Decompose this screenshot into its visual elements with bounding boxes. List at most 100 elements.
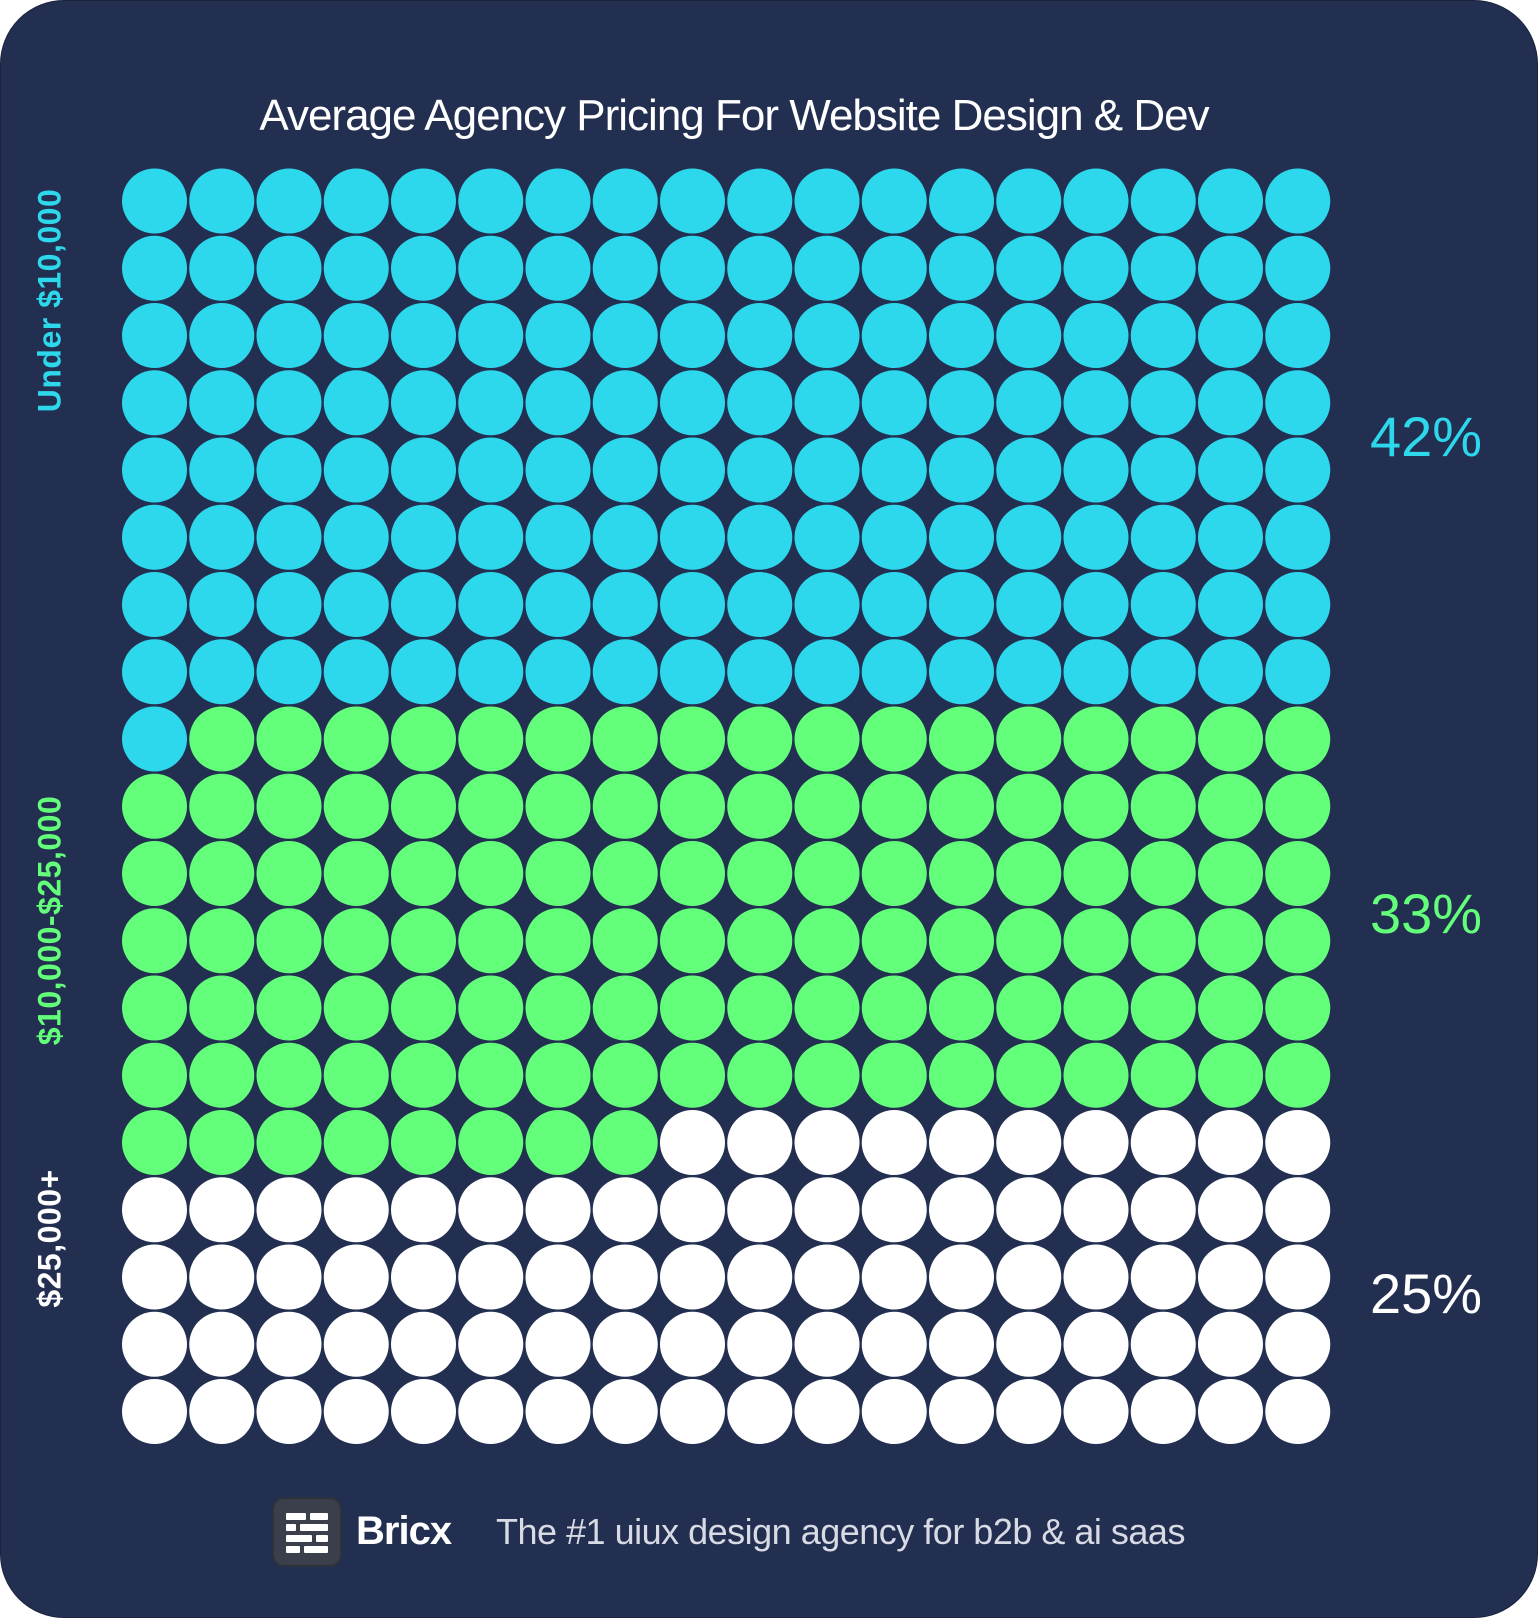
waffle-dot-series-1 xyxy=(1198,908,1263,974)
waffle-dot-series-2 xyxy=(1063,1110,1129,1175)
bricx-logo-icon[interactable] xyxy=(272,1497,342,1567)
waffle-dot-series-1 xyxy=(861,975,927,1041)
waffle-dot-series-0 xyxy=(1198,437,1263,503)
waffle-dot-series-0 xyxy=(794,303,860,368)
waffle-dot-series-0 xyxy=(391,572,456,637)
waffle-dot-series-1 xyxy=(592,975,658,1041)
waffle-dot-series-2 xyxy=(1130,1379,1196,1444)
waffle-dot-series-1 xyxy=(794,908,860,974)
waffle-dot-series-0 xyxy=(458,572,524,637)
waffle-dot-series-0 xyxy=(122,572,187,637)
waffle-dot-series-2 xyxy=(794,1110,860,1175)
waffle-dot-series-1 xyxy=(189,975,255,1041)
waffle-dot-series-0 xyxy=(727,437,793,503)
waffle-dot-series-1 xyxy=(458,706,524,772)
waffle-dot-series-1 xyxy=(1198,841,1263,906)
waffle-dot-series-2 xyxy=(323,1311,389,1377)
waffle-dot-series-0 xyxy=(458,504,524,570)
waffle-dot-series-2 xyxy=(794,1244,860,1310)
waffle-dot-series-1 xyxy=(256,908,322,974)
waffle-dot-series-0 xyxy=(189,235,255,301)
waffle-dot-series-2 xyxy=(189,1311,255,1377)
waffle-dot-series-1 xyxy=(458,1042,524,1108)
waffle-dot-series-2 xyxy=(1063,1244,1129,1310)
waffle-dot-series-0 xyxy=(996,572,1062,637)
waffle-dot-series-0 xyxy=(525,370,591,436)
waffle-dot-series-1 xyxy=(122,908,187,974)
waffle-dot-series-2 xyxy=(929,1244,994,1310)
waffle-dot-series-1 xyxy=(256,773,322,839)
waffle-dot-series-1 xyxy=(189,773,255,839)
waffle-dot-series-0 xyxy=(592,303,658,368)
waffle-dot-series-0 xyxy=(1063,235,1129,301)
waffle-dot-series-2 xyxy=(189,1379,255,1444)
waffle-dot-series-0 xyxy=(1198,639,1263,705)
waffle-dot-series-1 xyxy=(1265,975,1331,1041)
waffle-dot-series-2 xyxy=(122,1379,187,1444)
waffle-dot-series-0 xyxy=(1265,504,1331,570)
waffle-dot-series-1 xyxy=(1198,1042,1263,1108)
waffle-dot-series-1 xyxy=(660,841,725,906)
waffle-dot-series-0 xyxy=(660,303,725,368)
waffle-dot-series-1 xyxy=(929,1042,994,1108)
waffle-dot-series-2 xyxy=(323,1177,389,1243)
waffle-dot-series-2 xyxy=(458,1244,524,1310)
category-label-10000-25000: $10,000-$25,000 xyxy=(31,795,68,1045)
waffle-dot-series-1 xyxy=(391,1110,456,1175)
waffle-dot-series-1 xyxy=(458,841,524,906)
waffle-dot-series-0 xyxy=(122,639,187,705)
waffle-dot-series-2 xyxy=(929,1110,994,1175)
waffle-dot-series-0 xyxy=(996,504,1062,570)
waffle-dot-series-1 xyxy=(1130,908,1196,974)
waffle-dot-series-1 xyxy=(592,908,658,974)
waffle-dot-series-1 xyxy=(794,706,860,772)
waffle-dot-series-0 xyxy=(391,235,456,301)
waffle-dot-series-2 xyxy=(525,1311,591,1377)
percent-label-10000-25000: 33% xyxy=(1370,881,1483,945)
waffle-dot-series-1 xyxy=(1265,908,1331,974)
waffle-dot-series-0 xyxy=(256,437,322,503)
waffle-dot-series-2 xyxy=(794,1311,860,1377)
brand-name[interactable]: Bricx xyxy=(356,1509,452,1553)
waffle-dot-series-1 xyxy=(1063,908,1129,974)
category-label-25000-plus: $25,000+ xyxy=(31,1168,68,1308)
waffle-dot-series-0 xyxy=(458,235,524,301)
waffle-dot-series-2 xyxy=(996,1311,1062,1377)
waffle-dot-series-0 xyxy=(1198,370,1263,436)
waffle-dot-series-1 xyxy=(189,1042,255,1108)
waffle-dot-series-2 xyxy=(861,1244,927,1310)
waffle-dot-series-1 xyxy=(1063,773,1129,839)
waffle-dot-series-0 xyxy=(592,370,658,436)
waffle-dot-series-1 xyxy=(929,908,994,974)
waffle-dot-series-0 xyxy=(1130,370,1196,436)
waffle-dot-series-0 xyxy=(323,370,389,436)
waffle-dot-series-0 xyxy=(122,370,187,436)
waffle-dot-series-0 xyxy=(861,572,927,637)
waffle-dot-series-0 xyxy=(525,504,591,570)
waffle-dot-series-0 xyxy=(1198,303,1263,368)
waffle-dot-series-2 xyxy=(861,1379,927,1444)
waffle-dot-series-2 xyxy=(323,1379,389,1444)
waffle-dot-series-0 xyxy=(727,370,793,436)
waffle-dot-series-0 xyxy=(1198,168,1263,234)
waffle-dot-series-2 xyxy=(1265,1311,1331,1377)
waffle-dot-series-1 xyxy=(1130,841,1196,906)
waffle-dot-series-0 xyxy=(256,303,322,368)
waffle-dot-series-0 xyxy=(1130,303,1196,368)
waffle-dot-series-0 xyxy=(929,572,994,637)
waffle-dot-series-2 xyxy=(122,1311,187,1377)
waffle-dot-series-1 xyxy=(660,706,725,772)
waffle-dot-series-1 xyxy=(592,1110,658,1175)
waffle-dot-series-1 xyxy=(727,773,793,839)
waffle-dot-series-0 xyxy=(592,437,658,503)
waffle-dot-series-2 xyxy=(1063,1379,1129,1444)
waffle-dot-series-0 xyxy=(323,639,389,705)
waffle-dot-series-0 xyxy=(256,572,322,637)
waffle-dot-series-2 xyxy=(458,1379,524,1444)
waffle-dot-series-0 xyxy=(1063,370,1129,436)
waffle-dot-series-0 xyxy=(323,235,389,301)
chart-title: Average Agency Pricing For Website Desig… xyxy=(259,91,1209,141)
waffle-dot-series-1 xyxy=(458,908,524,974)
waffle-dot-series-0 xyxy=(1265,303,1331,368)
waffle-dot-series-1 xyxy=(660,975,725,1041)
